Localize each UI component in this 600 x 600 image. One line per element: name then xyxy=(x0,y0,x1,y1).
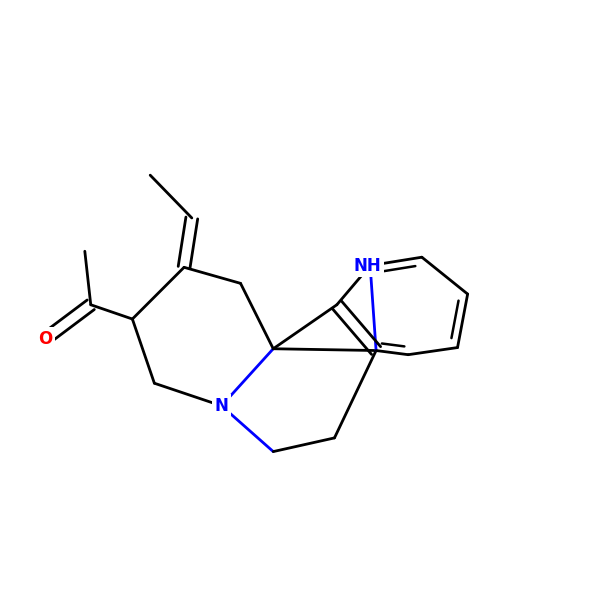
Text: N: N xyxy=(215,397,229,415)
Text: O: O xyxy=(38,329,53,347)
Text: NH: NH xyxy=(353,257,381,275)
